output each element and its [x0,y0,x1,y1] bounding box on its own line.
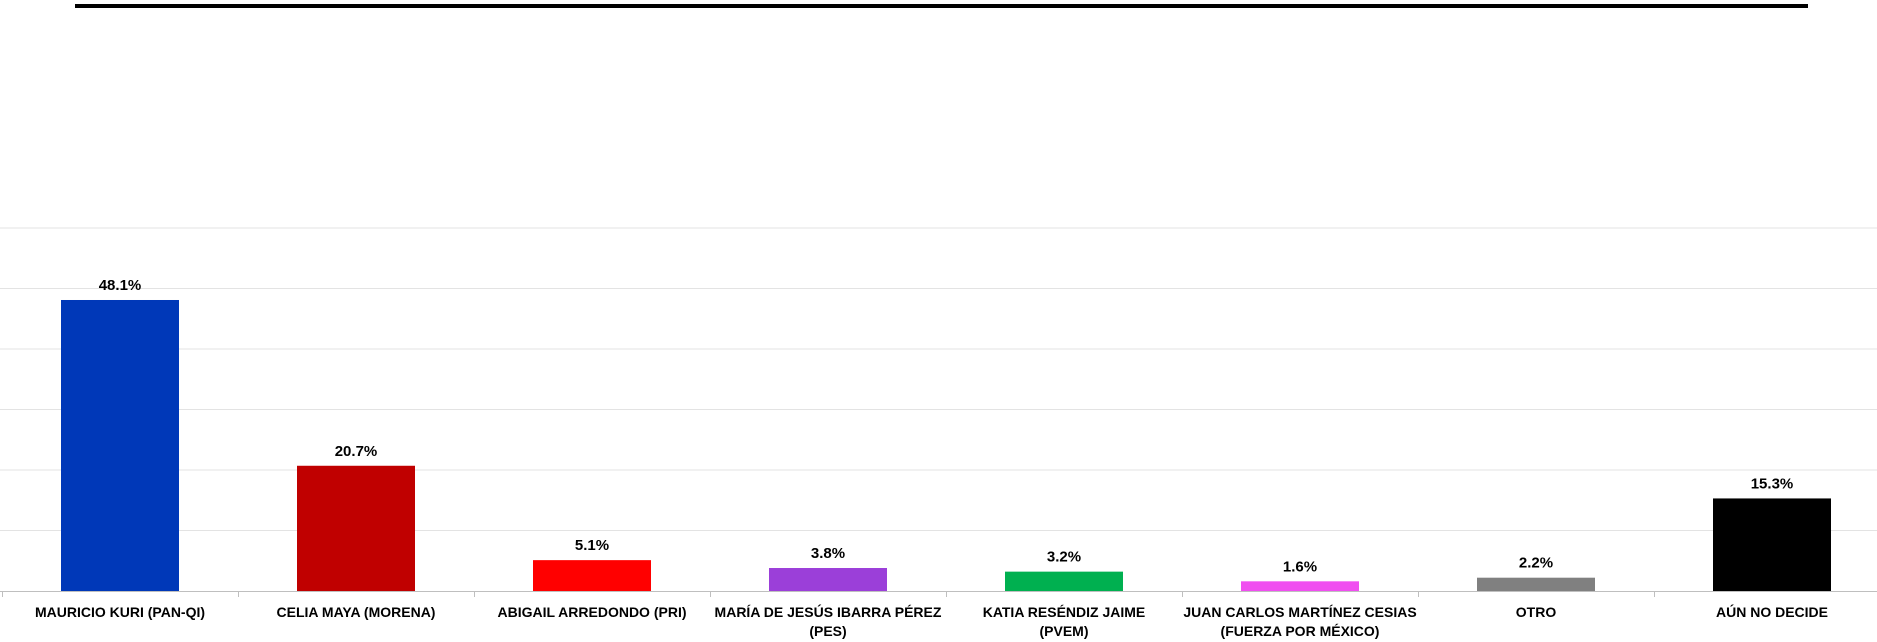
category-label: KATIA RESÉNDIZ JAIME [983,604,1146,620]
data-label: 20.7% [335,443,378,460]
category-label: ABIGAIL ARREDONDO (PRI) [498,604,687,620]
data-label: 15.3% [1751,475,1794,492]
x-axis [0,591,1877,597]
category-label: CELIA MAYA (MORENA) [277,604,436,620]
category-labels: MAURICIO KURI (PAN-QI) CELIA MAYA (MORENA… [35,603,1828,639]
bar [61,299,179,591]
bar [297,465,415,591]
top-divider-line [75,4,1808,8]
data-labels: 48.1% 20.7% 5.1% 3.8% 3.2% 1.6% 2.2% 15.3% [99,277,1794,575]
bar [1713,498,1831,591]
bar [1477,577,1595,591]
category-label: (PVEM) [1040,623,1089,639]
bar [1241,581,1359,591]
data-label: 48.1% [99,277,142,294]
category-label: MARÍA DE JESÚS IBARRA PÉREZ [715,603,942,620]
category-label: AÚN NO DECIDE [1716,603,1828,620]
category-label: (PES) [809,623,846,639]
category-label: OTRO [1516,604,1557,620]
bars [61,299,1831,591]
category-label: JUAN CARLOS MARTÍNEZ CESIAS [1183,604,1416,620]
gridlines [0,227,1877,531]
bar [1005,571,1123,591]
bar [533,560,651,591]
data-label: 5.1% [575,537,609,554]
bar [769,568,887,591]
data-label: 3.2% [1047,549,1081,566]
data-label: 1.6% [1283,558,1317,575]
category-label: MAURICIO KURI (PAN-QI) [35,604,205,620]
data-label: 3.8% [811,545,845,562]
category-label: (FUERZA POR MÉXICO) [1221,623,1380,639]
data-label: 2.2% [1519,555,1553,572]
